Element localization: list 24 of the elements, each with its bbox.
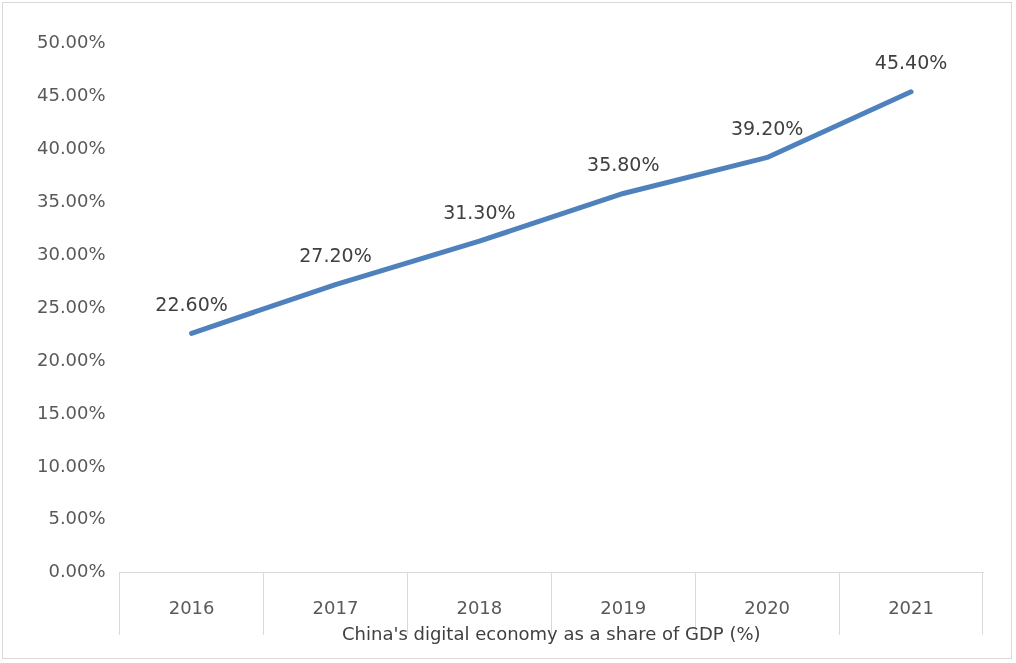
data-label: 22.60% xyxy=(155,292,228,315)
y-tick-label: 40.00% xyxy=(36,136,106,158)
y-tick-label: 50.00% xyxy=(36,30,106,52)
x-tick-label: 2020 xyxy=(744,597,791,619)
y-tick-label: 45.00% xyxy=(36,83,106,105)
x-tick-label: 2016 xyxy=(168,597,215,619)
data-label: 31.30% xyxy=(443,200,516,223)
data-label: 27.20% xyxy=(299,244,372,267)
y-tick-label: 20.00% xyxy=(36,348,106,370)
y-tick-label: 15.00% xyxy=(36,401,106,423)
x-tick-label: 2021 xyxy=(888,597,934,619)
x-tick-label: 2017 xyxy=(312,597,359,619)
y-tick-label: 10.00% xyxy=(36,454,106,476)
y-tick-label: 0.00% xyxy=(48,560,106,582)
y-tick-label: 30.00% xyxy=(36,242,106,264)
x-tick-label: 2019 xyxy=(600,597,647,619)
x-tick-label: 2018 xyxy=(456,597,503,619)
data-label: 35.80% xyxy=(587,152,660,175)
data-label: 45.40% xyxy=(874,51,948,74)
y-tick-label: 35.00% xyxy=(36,189,106,211)
y-tick-label: 25.00% xyxy=(36,295,106,317)
x-axis-title: China's digital economy as a share of GDP (%) xyxy=(342,622,761,644)
y-tick-label: 5.00% xyxy=(48,507,106,529)
data-label: 39.20% xyxy=(730,116,804,139)
